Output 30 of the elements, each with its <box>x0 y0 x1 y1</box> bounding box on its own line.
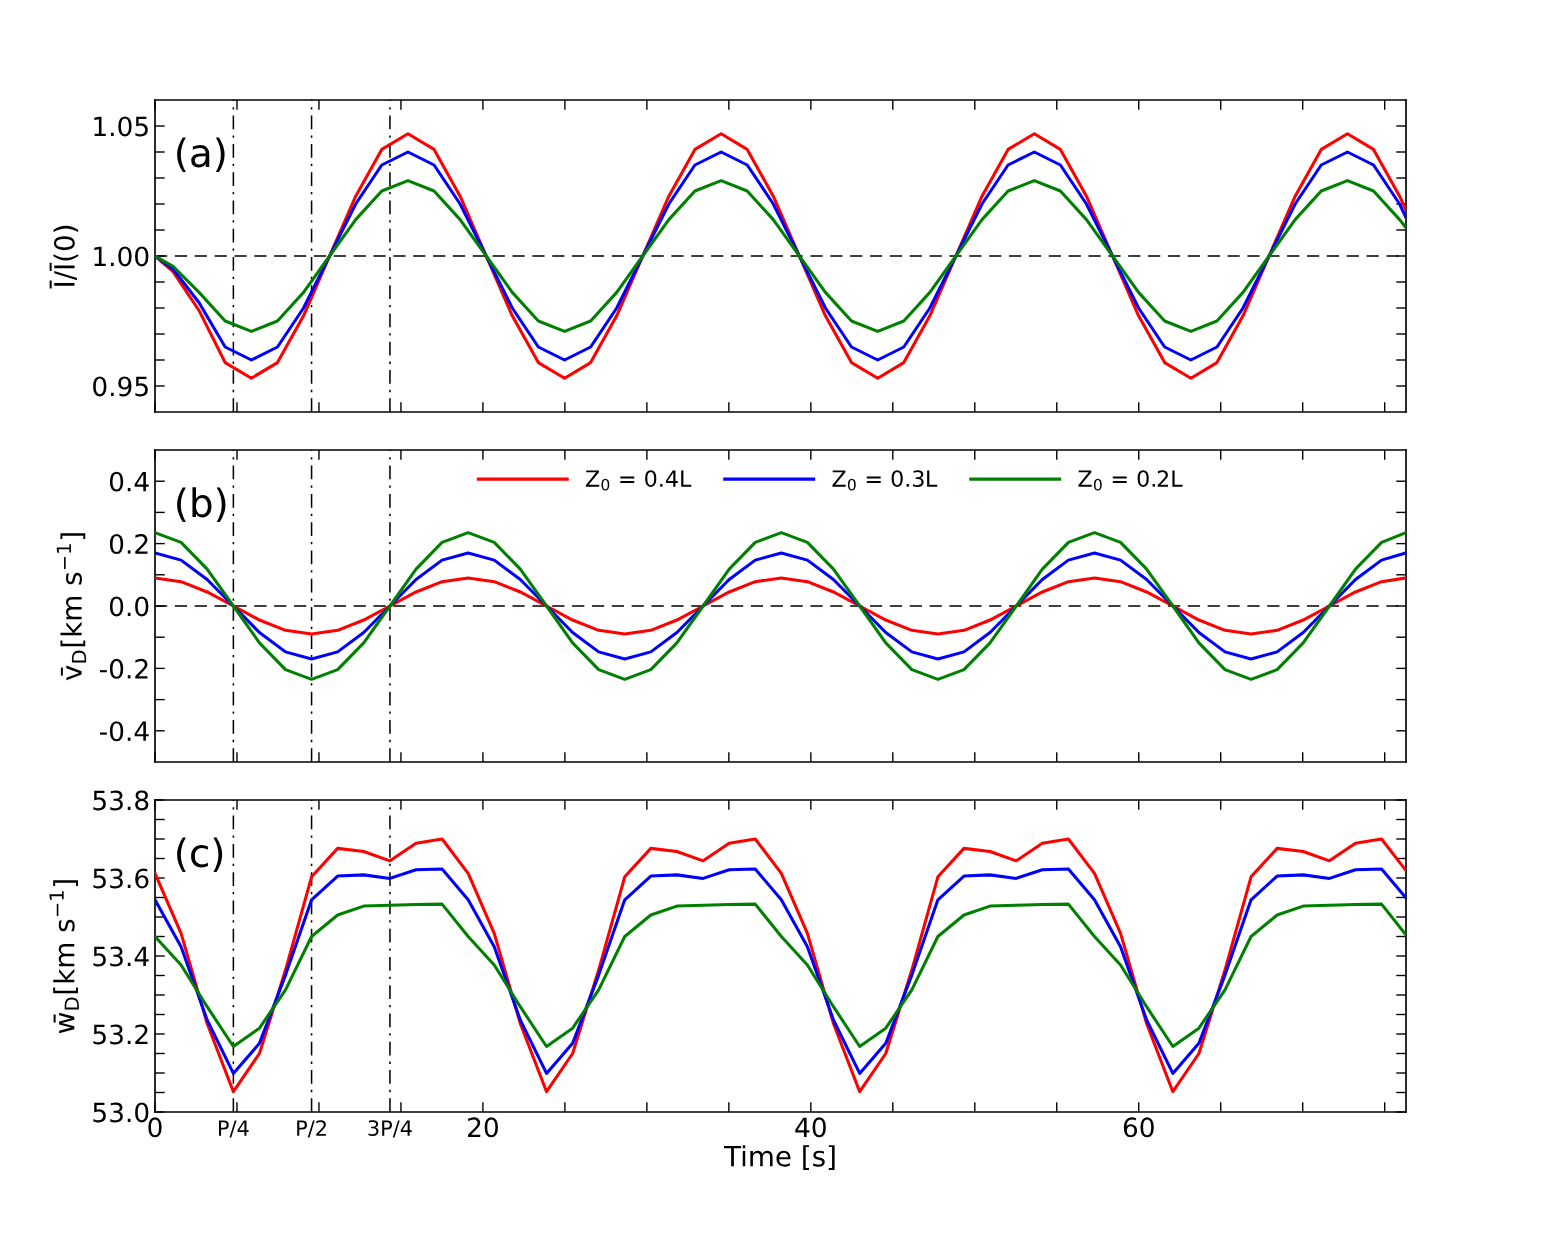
y-tick-label: 0.0 <box>109 596 149 617</box>
y-tick-label: -0.2 <box>99 658 148 679</box>
y-tick-label: 53.6 <box>93 868 149 889</box>
x-tick-label: 20 <box>468 1117 498 1138</box>
ref-line-label: P/2 <box>297 1120 326 1138</box>
annotation: (c) <box>177 837 223 873</box>
y-tick-label: 0.95 <box>93 376 148 397</box>
legend-label: Z$_{0}$ = 0.3L <box>832 470 938 491</box>
y-tick-label: 53.2 <box>93 1024 148 1045</box>
y-axis-title: w̄$_{D}$[km s$^{−1}$] <box>49 880 79 1034</box>
y-tick-label: 1.00 <box>94 246 149 267</box>
annotation: (b) <box>177 487 226 523</box>
y-axis-title: Ī/Ī(0) <box>49 225 79 289</box>
ref-line-label: P/4 <box>219 1120 249 1138</box>
y-tick-label: 53.4 <box>93 946 149 967</box>
y-tick-label: 0.4 <box>109 471 149 492</box>
legend-label: Z$_{0}$ = 0.2L <box>1078 470 1183 491</box>
x-tick-label: 60 <box>1123 1117 1154 1138</box>
y-tick-label: -0.4 <box>99 721 149 742</box>
x-tick-label: 0 <box>148 1117 162 1138</box>
ref-line-label: 3P/4 <box>368 1120 412 1138</box>
y-tick-label: 0.2 <box>109 534 148 554</box>
y-tick-label: 53.0 <box>93 1102 149 1123</box>
y-tick-label: 1.05 <box>94 116 148 137</box>
y-tick-label: 53.8 <box>93 790 149 811</box>
x-tick-label: 40 <box>795 1117 826 1138</box>
y-axis-title: v̄$_{D}$[km s$^{−1}$] <box>56 533 87 681</box>
x-axis-title: Time [s] <box>723 1145 835 1170</box>
annotation: (a) <box>177 137 225 173</box>
legend-label: Z$_{0}$ = 0.4L <box>585 470 692 491</box>
